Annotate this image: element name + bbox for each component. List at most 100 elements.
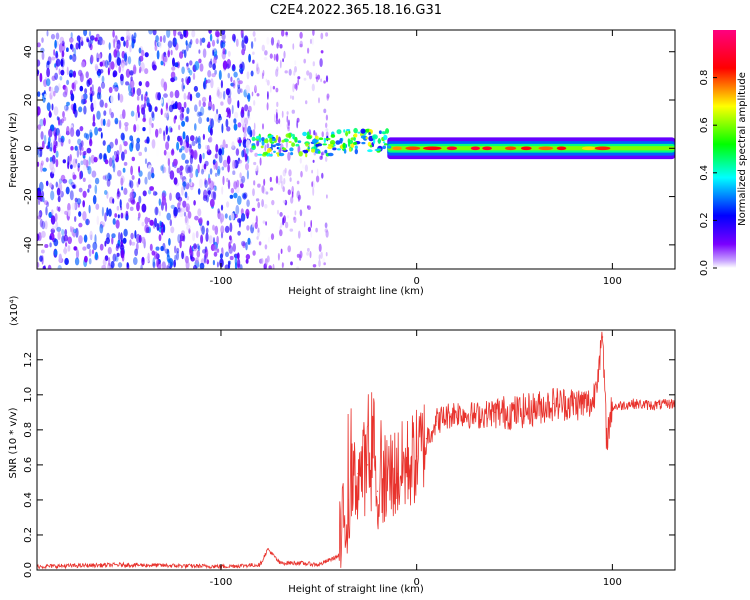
noise-dot (250, 41, 254, 49)
noise-dot (222, 47, 226, 55)
snr-point (553, 403, 555, 405)
noise-dot (217, 91, 223, 99)
noise-dot (254, 85, 257, 94)
noise-dot (189, 69, 193, 76)
noise-dot (120, 212, 124, 219)
noise-dot (75, 129, 81, 137)
noise-dot (68, 155, 72, 165)
noise-dot (204, 178, 207, 185)
noise-dot (107, 262, 111, 269)
noise-dot (166, 30, 171, 38)
noise-dot (75, 249, 80, 259)
signal-hotspot (482, 146, 492, 151)
noise-dot (252, 188, 255, 197)
colorbar-tick-label: 0.6 (699, 117, 710, 133)
noise-dot (94, 234, 97, 244)
noise-dot (285, 141, 288, 149)
noise-dot (51, 56, 56, 61)
noise-dot (67, 155, 70, 166)
noise-dot (212, 63, 216, 71)
noise-dot (105, 122, 111, 128)
noise-dot (261, 72, 264, 80)
noise-dot (108, 52, 112, 63)
noise-dot (38, 210, 43, 218)
noise-dot (249, 130, 252, 138)
noise-dot (89, 230, 93, 240)
transition-blob (385, 128, 390, 134)
noise-dot (163, 131, 166, 142)
noise-dot (321, 131, 324, 138)
noise-dot (205, 232, 209, 242)
noise-dot (230, 76, 233, 83)
noise-dot (43, 79, 47, 85)
noise-dot (45, 206, 48, 216)
noise-dot (176, 167, 180, 174)
noise-dot (312, 264, 317, 268)
noise-dot (39, 181, 44, 192)
noise-dot (101, 39, 105, 45)
noise-dot (129, 206, 134, 211)
noise-dot (237, 86, 241, 95)
noise-dot (55, 52, 59, 59)
y-tick-label: 0.4 (23, 492, 34, 508)
noise-dot (188, 164, 193, 174)
noise-dot (264, 50, 268, 56)
noise-dot (226, 107, 231, 115)
noise-dot (117, 214, 120, 219)
noise-dot (237, 139, 242, 144)
noise-dot (184, 255, 189, 264)
noise-dot (73, 47, 77, 57)
noise-dot (262, 220, 266, 224)
noise-dot (207, 41, 211, 48)
noise-dot (206, 187, 212, 195)
snr-point (513, 411, 516, 413)
noise-dot (179, 51, 184, 59)
noise-dot (319, 58, 323, 68)
noise-dot (119, 244, 125, 251)
noise-dot (147, 171, 152, 181)
noise-dot (67, 202, 71, 212)
noise-dot (214, 113, 219, 122)
noise-dot (60, 174, 66, 182)
noise-dot (259, 157, 262, 166)
noise-dot (224, 213, 228, 219)
noise-dot (158, 234, 162, 242)
noise-dot (113, 38, 116, 49)
noise-dot (69, 190, 74, 201)
noise-dot (165, 108, 169, 118)
noise-dot (300, 170, 303, 178)
noise-dot (88, 39, 92, 48)
noise-dot (37, 70, 40, 75)
noise-dot (194, 215, 199, 221)
noise-dot (108, 86, 113, 94)
snr-point (279, 562, 281, 564)
noise-dot (173, 76, 178, 81)
noise-dot (253, 100, 256, 106)
noise-dot (37, 142, 40, 147)
noise-dot (74, 145, 78, 151)
noise-dot (181, 230, 185, 237)
noise-dot (275, 175, 279, 184)
noise-dot (37, 161, 40, 167)
noise-dot (189, 60, 193, 66)
noise-dot (246, 169, 249, 180)
noise-dot (42, 197, 45, 203)
noise-dot (225, 88, 230, 96)
noise-dot (151, 123, 154, 128)
noise-dot (136, 137, 141, 143)
noise-dot (144, 158, 148, 165)
noise-dot (187, 67, 191, 74)
noise-dot (212, 260, 215, 266)
noise-dot (214, 69, 217, 75)
noise-dot (123, 149, 128, 155)
y-tick-label: -20 (23, 188, 34, 204)
snr-point (416, 455, 418, 457)
noise-dot (277, 252, 280, 261)
noise-dot (170, 226, 175, 234)
noise-dot (133, 124, 137, 133)
noise-dot (140, 264, 143, 269)
noise-dot (46, 78, 51, 87)
noise-dot (37, 59, 41, 67)
noise-dot (315, 227, 318, 233)
noise-dot (40, 131, 44, 140)
